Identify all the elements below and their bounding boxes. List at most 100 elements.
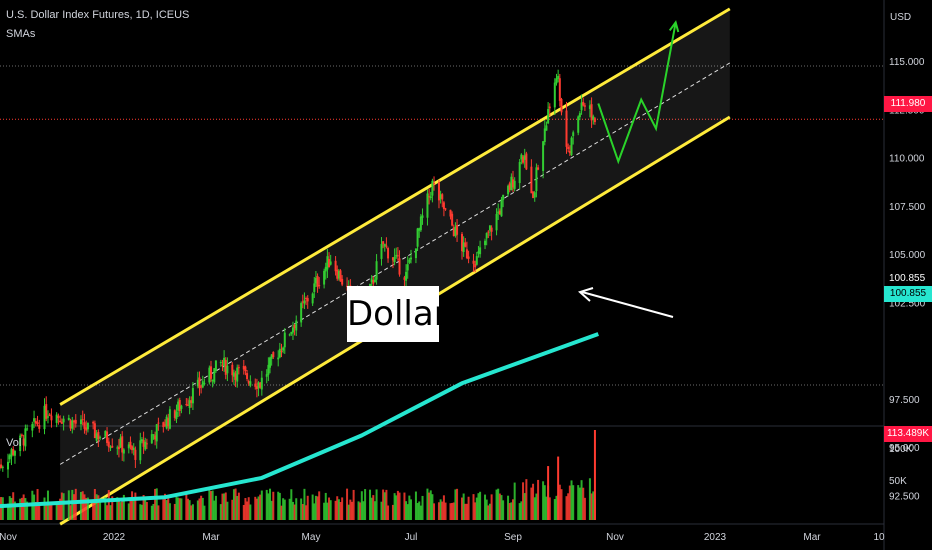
volume-bar <box>175 496 178 520</box>
vol-tick-label: 100K <box>889 444 913 455</box>
volume-bar <box>383 492 386 520</box>
volume-bar <box>203 505 206 520</box>
candle-body <box>334 260 337 272</box>
volume-bar <box>13 501 16 520</box>
volume-bar <box>431 494 434 520</box>
candle-body <box>86 422 89 430</box>
indicator-label: SMAs <box>6 28 36 40</box>
volume-bar <box>507 495 510 520</box>
candle-body <box>568 151 571 153</box>
candle-body <box>223 357 226 367</box>
volume-bar <box>20 497 23 520</box>
volume-bar <box>387 505 390 520</box>
volume-bar <box>568 485 571 520</box>
candle-body <box>537 167 540 170</box>
candle-body <box>324 266 327 272</box>
sma-plain-label: 100.855 <box>889 273 926 284</box>
volume-bar <box>150 505 153 520</box>
volume-bar <box>329 500 332 520</box>
candle-body <box>428 196 431 198</box>
candle-body <box>451 213 454 226</box>
volume-bar <box>165 500 168 520</box>
volume-spike-bar <box>547 466 550 520</box>
candle-body <box>380 244 383 259</box>
volume-bar <box>121 500 124 520</box>
candle-body <box>119 437 122 448</box>
candle-body <box>520 154 523 160</box>
volume-bar <box>257 496 260 520</box>
candle-body <box>22 438 25 446</box>
volume-bar <box>484 494 487 520</box>
volume-bar <box>341 497 344 520</box>
candle-body <box>336 269 339 279</box>
candle-body <box>465 249 468 259</box>
candle-body <box>246 373 249 379</box>
volume-bar <box>10 497 13 520</box>
candle-body <box>211 379 214 381</box>
volume-bar <box>590 493 593 520</box>
candle-body <box>257 382 260 389</box>
volume-bar <box>369 489 372 520</box>
candle-body <box>8 455 11 460</box>
candle-body <box>48 414 51 416</box>
candle-body <box>300 303 303 323</box>
candle-body <box>224 359 227 375</box>
candle-body <box>382 241 385 245</box>
volume-bar <box>300 498 303 520</box>
volume-bar <box>33 494 36 520</box>
candle-body <box>406 264 409 271</box>
candle-body <box>127 444 130 449</box>
candle-body <box>508 183 511 190</box>
volume-bar <box>249 504 252 520</box>
pointer-shaft <box>581 291 674 318</box>
volume-bar <box>339 502 342 520</box>
volume-bar <box>200 495 203 520</box>
volume-bar <box>577 485 580 520</box>
candle-body <box>242 365 245 370</box>
candle-body <box>74 419 77 424</box>
candle-body <box>283 332 286 348</box>
volume-bar <box>580 480 583 520</box>
volume-bar <box>454 489 457 520</box>
candle-body <box>326 256 329 270</box>
candle-body <box>10 449 13 457</box>
volume-bar <box>588 478 591 520</box>
dollar-annotation: Dollar <box>347 286 448 342</box>
volume-bar <box>395 495 398 520</box>
volume-bar <box>497 488 500 520</box>
candle-body <box>219 362 222 364</box>
candle-body <box>200 386 203 388</box>
volume-bar <box>93 488 96 520</box>
volume-bar <box>86 497 89 520</box>
candle-body <box>139 440 142 461</box>
candle-body <box>38 424 41 429</box>
volume-bar <box>282 498 285 520</box>
candle-body <box>34 420 37 424</box>
volume-bar <box>359 502 362 520</box>
volume-bar <box>352 489 355 520</box>
candle-body <box>533 192 536 198</box>
candle-body <box>593 118 596 123</box>
volume-bar <box>214 495 217 520</box>
candle-body <box>372 279 375 284</box>
volume-bar <box>535 493 538 520</box>
candle-body <box>396 255 399 257</box>
x-tick-label: Mar <box>803 532 821 543</box>
volume-bar <box>385 489 388 520</box>
candle-body <box>419 216 422 231</box>
candle-body <box>140 439 143 442</box>
volume-bar <box>57 503 60 520</box>
candle-body <box>498 210 501 215</box>
volume-bar <box>185 493 188 520</box>
volume-bar <box>474 502 477 520</box>
volume-bar <box>283 499 286 520</box>
volume-bar <box>405 501 408 520</box>
candle-body <box>210 366 212 379</box>
volume-bar <box>73 494 76 520</box>
volume-bar <box>523 493 526 520</box>
volume-bar <box>208 489 211 520</box>
candle-body <box>31 424 34 431</box>
volume-bar <box>280 505 283 520</box>
volume-bar <box>542 481 545 520</box>
candle-body <box>92 421 95 424</box>
